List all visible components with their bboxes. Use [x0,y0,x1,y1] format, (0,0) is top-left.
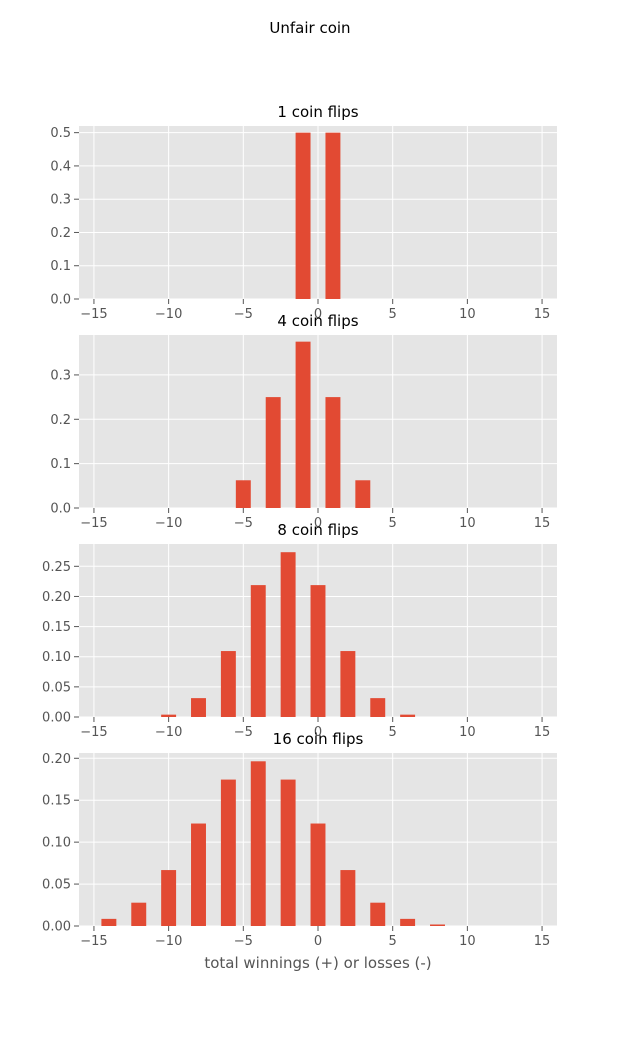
figure-title: Unfair coin [269,19,350,37]
bar [220,651,236,717]
x-tick-label: 0 [314,725,322,740]
bar [280,552,296,717]
y-tick-label: 0.1 [50,259,71,274]
y-tick-label: 0.2 [50,226,71,241]
bar [265,397,281,508]
x-tick-label: −15 [80,934,107,949]
x-tick-label: 15 [534,725,551,740]
bar [131,902,147,926]
y-tick-label: 0.05 [42,878,71,893]
x-tick-label: −10 [155,725,182,740]
bar [340,651,356,717]
x-tick-label: 0 [314,307,322,322]
x-axis-label: total winnings (+) or losses (-) [204,954,431,972]
panel-2: −15 −10 −5 0 5 10 15 0.0 0.1 0.2 0.3 4 coin flips [50,312,557,531]
bar [191,698,206,717]
x-tick-label: 10 [459,725,476,740]
bar [295,132,311,299]
bar [220,779,236,926]
bar [370,902,386,926]
panels: −15 −10 −5 0 5 10 15 0.0 0.1 0.2 0.3 0.4 0.5 1 coin f… [42,103,557,949]
y-tick-label: 0.00 [42,711,71,726]
bar [161,714,177,717]
x-tick-label: 5 [389,307,397,322]
x-tick-label: −5 [234,307,253,322]
bar [161,870,177,926]
bar [340,870,356,926]
y-tick-label: 0.10 [42,650,71,665]
panel-3: −15 −10 −5 0 5 10 15 0.00 0.05 0.10 0.15 0.20 0.25 8 … [42,521,557,740]
x-tick-label: 5 [389,516,397,531]
bar [325,132,341,299]
x-tick-label: 15 [534,934,551,949]
bar [295,341,311,508]
x-tick-label: −15 [80,725,107,740]
bar [325,397,341,508]
bar [400,714,416,717]
x-tick-label: 0 [314,934,322,949]
y-tick-label: 0.0 [50,502,71,517]
y-tick-label: 0.4 [50,159,71,174]
x-tick-label: 10 [459,307,476,322]
x-tick-label: 10 [459,934,476,949]
x-tick-label: 15 [534,516,551,531]
y-tick-label: 0.15 [42,794,71,809]
y-tick-label: 0.05 [42,680,71,695]
x-tick-label: −10 [155,307,182,322]
panel-4: −15 −10 −5 0 5 10 15 0.00 0.05 0.10 0.15 0.20 16 coi… [42,730,557,949]
bar [280,779,296,926]
x-tick-label: −10 [155,934,182,949]
bar [191,823,206,926]
panel-title: 1 coin flips [277,103,358,121]
x-tick-label: −5 [234,934,253,949]
y-tick-label: 0.10 [42,836,71,851]
bar [430,924,445,926]
panel-title: 8 coin flips [277,521,358,539]
y-tick-label: 0.5 [50,126,71,141]
y-tick-label: 0.00 [42,920,71,935]
panel-title: 16 coin flips [273,730,364,748]
x-tick-label: 10 [459,516,476,531]
y-tick-label: 0.20 [42,590,71,605]
x-tick-label: 5 [389,725,397,740]
y-tick-label: 0.15 [42,620,71,635]
y-tick-label: 0.2 [50,413,71,428]
x-tick-label: −5 [234,725,253,740]
y-tick-label: 0.1 [50,457,71,472]
bar [235,480,251,508]
panel-1: −15 −10 −5 0 5 10 15 0.0 0.1 0.2 0.3 0.4 0.5 1 coin f… [50,103,557,322]
x-tick-label: 0 [314,516,322,531]
bar [400,918,416,926]
panel-title: 4 coin flips [277,312,358,330]
x-tick-label: −15 [80,516,107,531]
bar [250,761,266,926]
x-tick-label: 15 [534,307,551,322]
y-tick-label: 0.3 [50,193,71,208]
y-tick-label: 0.20 [42,752,71,767]
x-tick-label: −15 [80,307,107,322]
bar [250,585,266,717]
bar [101,918,117,926]
x-tick-label: −5 [234,516,253,531]
y-tick-label: 0.25 [42,560,71,575]
y-tick-label: 0.3 [50,368,71,383]
bar [355,480,371,508]
bar [310,585,326,717]
bar [370,698,386,717]
x-tick-label: −10 [155,516,182,531]
bar [310,823,326,926]
y-tick-label: 0.0 [50,293,71,308]
x-tick-label: 5 [389,934,397,949]
